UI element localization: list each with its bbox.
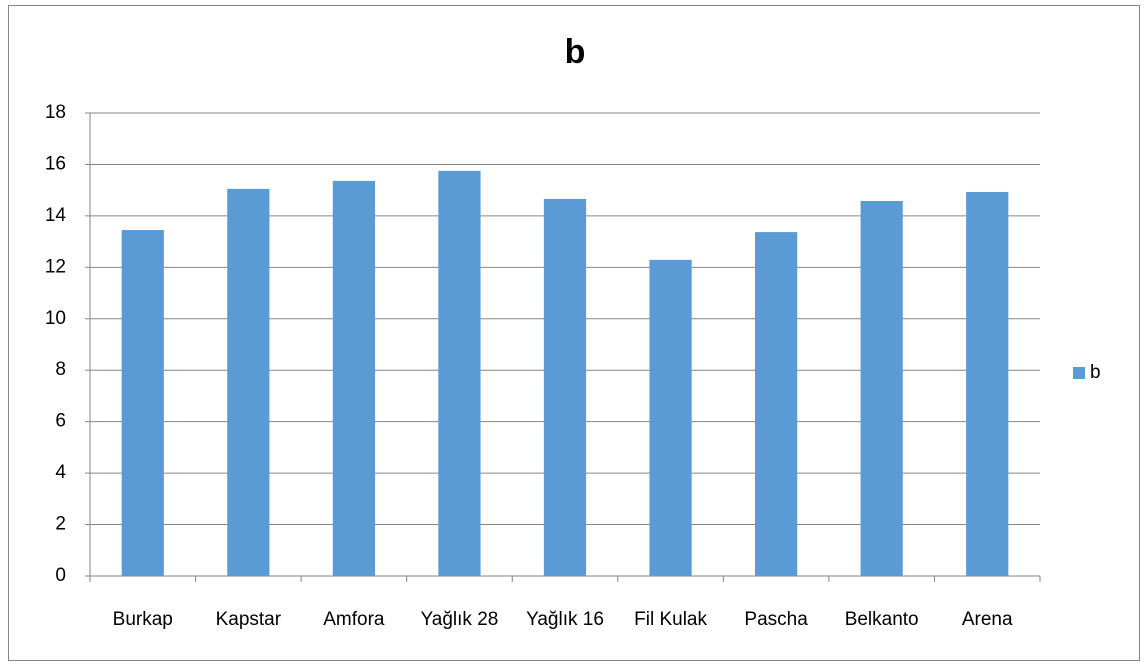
x-tick-label: Belkanto — [845, 609, 919, 630]
y-tick-label: 10 — [45, 308, 66, 329]
x-tick-label: Kapstar — [216, 609, 282, 630]
chart-title: b — [565, 33, 586, 71]
y-tick-label: 6 — [55, 411, 66, 432]
y-tick-label: 12 — [45, 256, 66, 277]
x-tick-label: Fil Kulak — [634, 609, 707, 630]
legend-swatch — [1073, 367, 1085, 379]
x-tick-label: Burkap — [113, 609, 173, 630]
bar — [755, 232, 798, 577]
x-tick-label: Amfora — [323, 609, 385, 630]
bar — [543, 198, 587, 576]
y-tick-label: 4 — [55, 462, 66, 483]
x-tick-label: Pascha — [744, 609, 808, 630]
bar — [121, 230, 164, 576]
bar — [438, 170, 481, 576]
bar — [227, 188, 270, 576]
y-tick-label: 8 — [55, 359, 66, 380]
x-tick-label: Arena — [962, 609, 1013, 630]
bar — [649, 259, 692, 576]
bar — [966, 191, 1009, 576]
y-tick-label: 2 — [55, 514, 66, 535]
bar — [860, 200, 903, 576]
y-tick-label: 0 — [55, 565, 66, 586]
x-tick-label: Yağlık 28 — [421, 609, 499, 630]
y-tick-label: 14 — [45, 205, 67, 226]
bar — [332, 180, 375, 576]
y-tick-label: 16 — [45, 153, 66, 174]
x-tick-label: Yağlık 16 — [526, 609, 604, 630]
y-tick-label: 18 — [45, 102, 66, 123]
legend-label: b — [1090, 362, 1101, 383]
